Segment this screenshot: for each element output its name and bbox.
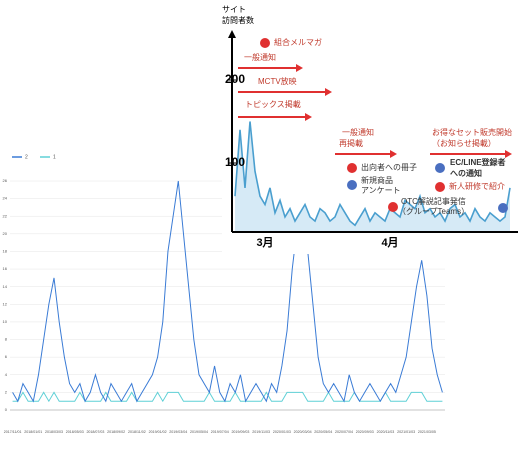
x-tick-label: 3月 — [256, 236, 273, 249]
x-tick-label: 2020/01/03 — [273, 430, 291, 434]
series-line — [12, 180, 443, 403]
y-tick-label: 4 — [5, 372, 8, 377]
y-tick-label: 18 — [3, 249, 8, 254]
legend-label: 2 — [25, 154, 28, 160]
arrow-head — [296, 64, 303, 72]
y-tick-label: 8 — [5, 337, 8, 342]
x-tick-label: 2019/05/04 — [190, 430, 208, 434]
x-tick-label: 2019/03/04 — [169, 430, 187, 434]
marker — [435, 163, 445, 173]
y-tick-label: 16 — [3, 266, 8, 271]
y-tick-label: 0 — [5, 407, 8, 412]
annotation: （グループTeams） — [398, 206, 469, 216]
y-tick-label: 26 — [3, 178, 8, 183]
annotation: 新規商品 — [361, 175, 393, 185]
annotation: 出向者への冊子 — [361, 162, 417, 172]
x-tick-label: 2018/07/03 — [86, 430, 104, 434]
x-tick-label: 2018/09/02 — [107, 430, 125, 434]
y-tick-label: 24 — [3, 196, 8, 201]
annotation: 再掲載 — [339, 138, 363, 148]
annotation: 一般通知 — [342, 127, 374, 137]
y-tick-label: 10 — [3, 319, 8, 324]
x-tick-label: 2019/01/02 — [149, 430, 167, 434]
annotation: への通知 — [450, 168, 482, 178]
annotation: お得なセット販売開始 — [432, 127, 512, 137]
annotations: 組合メルマガ 一般通知 MCTV放映 トピックス掲載 一般通知 再掲載 お得なセ… — [238, 37, 512, 216]
axis-arrow — [228, 30, 236, 38]
marker — [347, 180, 357, 190]
y-axis-label: サイト — [222, 5, 246, 14]
inset-chart: サイト 訪問者数 組合メルマガ 一般通知 MCTV放映 トピックス掲載 一般通知… — [222, 5, 518, 249]
y-tick-label: 22 — [3, 213, 8, 218]
annotation: MCTV放映 — [258, 76, 297, 86]
annotation: トピックス掲載 — [245, 99, 301, 109]
y-tick-label: 100 — [225, 155, 245, 169]
x-tick-label: 2018/05/03 — [66, 430, 84, 434]
annotation: OTC解説記事発信 — [401, 196, 466, 206]
marker — [347, 163, 357, 173]
x-tick-label: 2018/01/01 — [24, 430, 42, 434]
x-tick-label: 2020/07/04 — [335, 430, 353, 434]
arrow-head — [505, 150, 512, 158]
x-tick-label: 2019/11/03 — [252, 430, 270, 434]
x-tick-label: 2019/07/04 — [211, 430, 229, 434]
marker — [388, 202, 398, 212]
y-tick-label: 6 — [5, 354, 8, 359]
series-line — [234, 121, 511, 227]
x-tick-label: 2021/01/03 — [397, 430, 415, 434]
arrow-head — [325, 88, 332, 96]
marker — [260, 38, 270, 48]
annotation: （お知らせ掲載） — [432, 138, 496, 148]
y-tick-label: 200 — [225, 72, 245, 86]
arrow-head — [305, 113, 312, 121]
annotation: アンケート — [361, 186, 401, 195]
x-tick-label: 2020/09/03 — [356, 430, 374, 434]
arrow-head — [390, 150, 397, 158]
y-tick-label: 2 — [5, 389, 8, 394]
x-tick-label: 2017/11/01 — [4, 430, 22, 434]
annotation: 一般通知 — [244, 52, 276, 62]
annotation: 組合メルマガ — [274, 37, 322, 47]
y-tick-label: 20 — [3, 231, 8, 236]
area — [235, 121, 510, 232]
x-tick-label: 2021/03/05 — [418, 430, 436, 434]
annotation: EC/LINE登録者 — [450, 157, 506, 167]
x-tick-label: 2020/05/04 — [314, 430, 332, 434]
x-tick-label: 4月 — [381, 236, 398, 249]
y-tick-label: 12 — [3, 301, 8, 306]
x-tick-label: 2019/09/03 — [231, 430, 249, 434]
legend-label: 1 — [53, 154, 56, 160]
x-tick-label: 2018/03/03 — [45, 430, 63, 434]
y-tick-label: 14 — [3, 284, 8, 289]
marker — [435, 182, 445, 192]
x-tick-label: 2020/11/03 — [377, 430, 395, 434]
x-tick-label: 2020/03/04 — [294, 430, 312, 434]
x-tick-label: 2018/11/02 — [128, 430, 146, 434]
y-axis-label: 訪問者数 — [222, 15, 254, 25]
marker — [498, 203, 508, 213]
annotation: 新人研修で紹介 — [449, 181, 505, 191]
